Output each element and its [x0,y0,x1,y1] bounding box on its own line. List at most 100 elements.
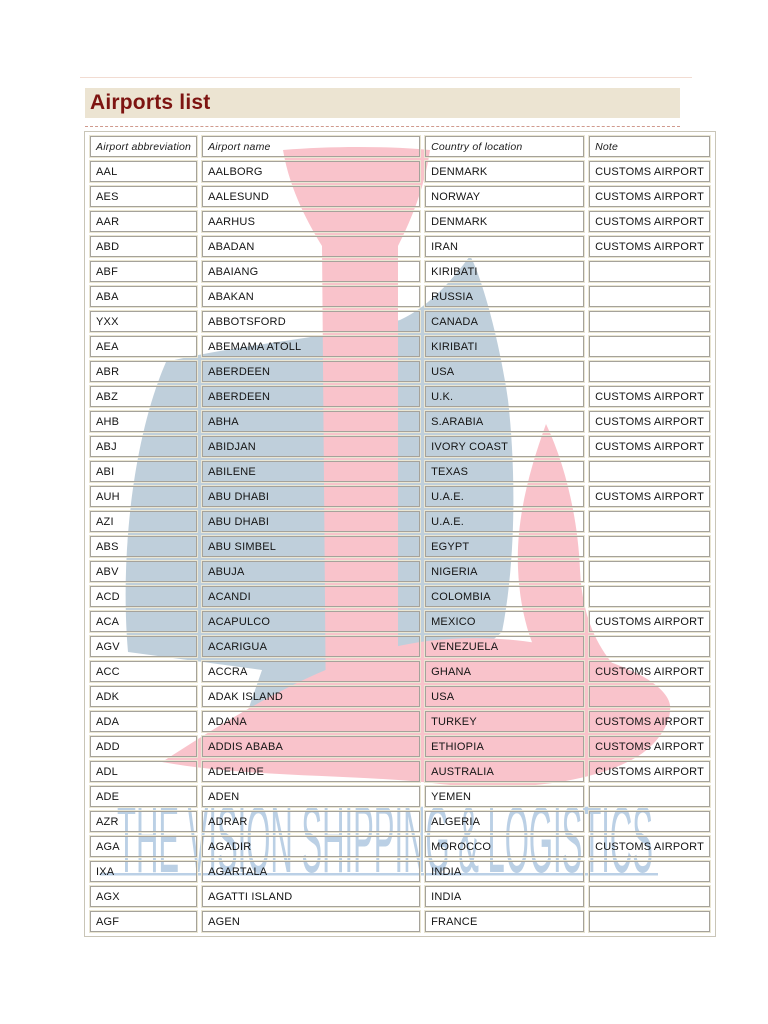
cell-note [588,910,712,933]
watermark-underline [100,873,658,876]
cell-name: ABHA [201,410,422,433]
title-band: Airports list [85,88,680,118]
cell-note: CUSTOMS AIRPORT [588,610,712,633]
cell-name: ADRAR [201,810,422,833]
table-row: ABV ABUJA NIGERIA [88,560,712,583]
cell-country: DENMARK [424,160,586,183]
cell-country: TEXAS [424,460,586,483]
table-row: AZI ABU DHABI U.A.E. [88,510,712,533]
cell-name: ABAIANG [201,260,422,283]
cell-country: S.ARABIA [424,410,586,433]
cell-note [588,885,712,908]
cell-abbreviation: ABS [88,535,199,558]
table-row: ACC ACCRA GHANA CUSTOMS AIRPORT [88,660,712,683]
cell-country: TURKEY [424,710,586,733]
cell-name: AARHUS [201,210,422,233]
cell-abbreviation: ABD [88,235,199,258]
cell-country: RUSSIA [424,285,586,308]
table-row: ABJ ABIDJAN IVORY COAST CUSTOMS AIRPORT [88,435,712,458]
cell-name: ABIDJAN [201,435,422,458]
cell-note [588,810,712,833]
cell-name: AGEN [201,910,422,933]
cell-country: USA [424,360,586,383]
cell-abbreviation: AUH [88,485,199,508]
cell-note [588,535,712,558]
cell-note [588,685,712,708]
table-row: AES AALESUND NORWAY CUSTOMS AIRPORT [88,185,712,208]
cell-country: INDIA [424,860,586,883]
cell-note [588,585,712,608]
table-row: AGV ACARIGUA VENEZUELA [88,635,712,658]
cell-name: AGARTALA [201,860,422,883]
cell-abbreviation: IXA [88,860,199,883]
cell-abbreviation: AGF [88,910,199,933]
cell-country: YEMEN [424,785,586,808]
table-row: YXX ABBOTSFORD CANADA [88,310,712,333]
cell-abbreviation: ABJ [88,435,199,458]
cell-abbreviation: YXX [88,310,199,333]
cell-name: ADANA [201,710,422,733]
table-row: ABD ABADAN IRAN CUSTOMS AIRPORT [88,235,712,258]
cell-country: CANADA [424,310,586,333]
table-row: AGF AGEN FRANCE [88,910,712,933]
cell-abbreviation: ABA [88,285,199,308]
table-row: ABR ABERDEEN USA [88,360,712,383]
table-row: IXA AGARTALA INDIA [88,860,712,883]
cell-abbreviation: AES [88,185,199,208]
cell-note: CUSTOMS AIRPORT [588,835,712,858]
cell-abbreviation: ABV [88,560,199,583]
cell-name: AALBORG [201,160,422,183]
cell-abbreviation: ACD [88,585,199,608]
airports-table-body: AAL AALBORG DENMARK CUSTOMS AIRPORT AES AALES… [88,160,712,933]
cell-note: CUSTOMS AIRPORT [588,485,712,508]
cell-name: AGATTI ISLAND [201,885,422,908]
title-divider [85,126,680,127]
airports-table-header: Airport abbreviation Airport name Countr… [88,135,712,158]
cell-country: KIRIBATI [424,260,586,283]
table-row: ACA ACAPULCO MEXICO CUSTOMS AIRPORT [88,610,712,633]
watermark-pink-stalk [283,147,430,720]
cell-note [588,460,712,483]
watermark-pink-leaf [517,424,618,692]
cell-abbreviation: AGA [88,835,199,858]
cell-name: ABEMAMA ATOLL [201,335,422,358]
table-row: ACD ACANDI COLOMBIA [88,585,712,608]
cell-country: MOROCCO [424,835,586,858]
column-header-country: Country of location [424,135,586,158]
cell-name: ACCRA [201,660,422,683]
table-row: AUH ABU DHABI U.A.E. CUSTOMS AIRPORT [88,485,712,508]
cell-abbreviation: AAL [88,160,199,183]
cell-country: DENMARK [424,210,586,233]
table-row: ABI ABILENE TEXAS [88,460,712,483]
cell-note [588,310,712,333]
cell-note: CUSTOMS AIRPORT [588,735,712,758]
cell-name: ABUJA [201,560,422,583]
cell-country: INDIA [424,885,586,908]
cell-abbreviation: AZR [88,810,199,833]
watermark-pink-swoosh [162,638,671,787]
cell-country: USA [424,685,586,708]
cell-country: U.A.E. [424,510,586,533]
cell-name: ACARIGUA [201,635,422,658]
cell-name: ABAKAN [201,285,422,308]
cell-name: ABILENE [201,460,422,483]
cell-abbreviation: AAR [88,210,199,233]
table-row: ABZ ABERDEEN U.K. CUSTOMS AIRPORT [88,385,712,408]
cell-country: ETHIOPIA [424,735,586,758]
cell-note [588,260,712,283]
table-row: ADD ADDIS ABABA ETHIOPIA CUSTOMS AIRPORT [88,735,712,758]
cell-abbreviation: ADE [88,785,199,808]
cell-name: ABADAN [201,235,422,258]
page-title: Airports list [90,91,211,114]
cell-name: ACANDI [201,585,422,608]
cell-abbreviation: ADK [88,685,199,708]
cell-note [588,285,712,308]
cell-country: NIGERIA [424,560,586,583]
cell-name: ABU DHABI [201,485,422,508]
cell-abbreviation: AZI [88,510,199,533]
table-row: ADA ADANA TURKEY CUSTOMS AIRPORT [88,710,712,733]
table-row: ADL ADELAIDE AUSTRALIA CUSTOMS AIRPORT [88,760,712,783]
cell-note: CUSTOMS AIRPORT [588,410,712,433]
cell-name: ADEN [201,785,422,808]
cell-abbreviation: ADL [88,760,199,783]
